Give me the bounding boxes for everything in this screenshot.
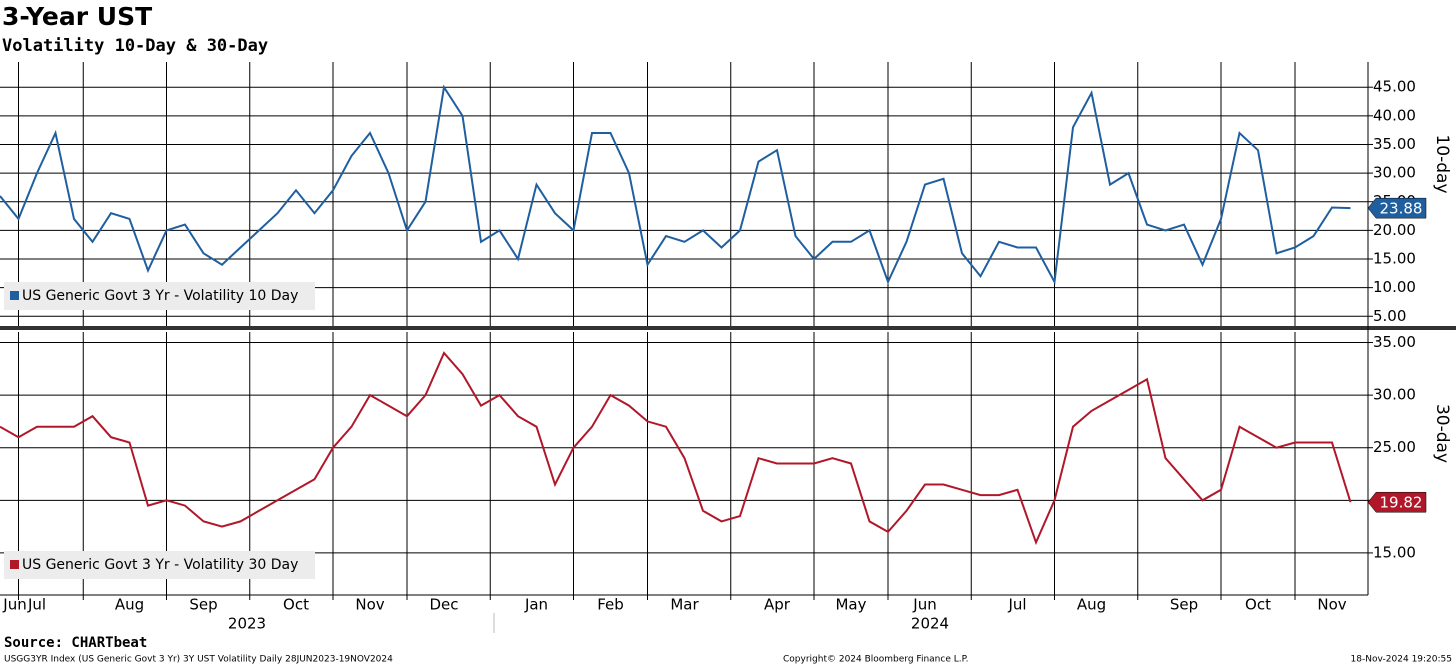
x-tick-label: Dec — [429, 596, 458, 614]
x-tick-label: Apr — [764, 596, 791, 614]
x-tick-label: Nov — [355, 596, 384, 614]
legend-swatch — [10, 291, 19, 300]
x-tick-label: Jun — [912, 596, 936, 614]
last-value-box — [1367, 197, 1427, 219]
x-tick-label: May — [835, 596, 866, 614]
last-value-label: 23.88 — [1380, 200, 1423, 218]
x-tick-label: Oct — [1245, 596, 1271, 614]
x-tick-label: Sep — [189, 596, 217, 614]
x-tick-label: Jul — [27, 596, 46, 614]
y-tick-label: 35.00 — [1373, 333, 1416, 351]
x-tick-label: Aug — [115, 596, 144, 614]
x-tick-label: Aug — [1077, 596, 1106, 614]
legend-box — [4, 282, 315, 310]
legend-swatch — [10, 560, 19, 569]
x-tick-label: Oct — [283, 596, 309, 614]
y-tick-label: 15.00 — [1373, 543, 1416, 561]
x-tick-label: Sep — [1170, 596, 1198, 614]
y-tick-label: 25.00 — [1373, 438, 1416, 456]
last-value-box — [1367, 491, 1427, 513]
legend-label: US Generic Govt 3 Yr - Volatility 10 Day — [22, 288, 298, 304]
x-tick-label: Nov — [1317, 596, 1346, 614]
y-tick-label: 40.00 — [1373, 106, 1416, 124]
footer-info: USGG3YR Index (US Generic Govt 3 Yr) 3Y … — [4, 655, 393, 665]
y-tick-label: 15.00 — [1373, 249, 1416, 267]
y-tick-label: 35.00 — [1373, 135, 1416, 153]
y-axis-title: 10-day — [1432, 134, 1452, 193]
x-tick-label: Jan — [524, 596, 548, 614]
copyright: Copyright© 2024 Bloomberg Finance L.P. — [783, 655, 968, 665]
legend-label: US Generic Govt 3 Yr - Volatility 30 Day — [22, 557, 298, 573]
timestamp: 18-Nov-2024 19:20:55 — [1351, 655, 1452, 665]
y-tick-label: 5.00 — [1373, 307, 1406, 325]
y-tick-label: 30.00 — [1373, 386, 1416, 404]
chart-title: 3-Year UST — [2, 2, 152, 31]
x-group-label: 2024 — [911, 615, 949, 633]
y-tick-label: 45.00 — [1373, 78, 1416, 96]
x-group-label: 2023 — [228, 615, 266, 633]
x-tick-label: Jul — [1007, 596, 1026, 614]
source: Source: CHARTbeat — [4, 635, 147, 651]
x-tick-label: Mar — [670, 596, 699, 614]
y-axis-title: 30-day — [1432, 404, 1452, 463]
x-tick-label: Jun — [2, 596, 26, 614]
chart-subtitle: Volatility 10-Day & 30-Day — [2, 36, 268, 56]
legend-box — [4, 551, 315, 579]
x-tick-label: Feb — [597, 596, 624, 614]
panel-divider — [0, 326, 1456, 330]
y-tick-label: 30.00 — [1373, 164, 1416, 182]
y-tick-label: 20.00 — [1373, 221, 1416, 239]
line-series — [0, 84, 1351, 286]
y-tick-label: 10.00 — [1373, 278, 1416, 296]
last-value-label: 19.82 — [1380, 494, 1423, 512]
line-series — [0, 351, 1352, 546]
